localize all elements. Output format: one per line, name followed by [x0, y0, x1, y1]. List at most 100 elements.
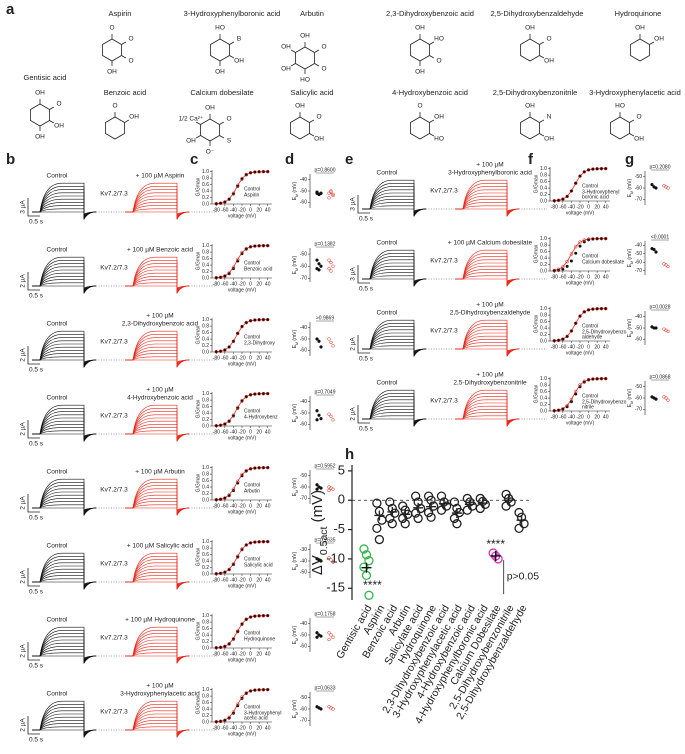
drug-point: [244, 468, 249, 473]
control-point: [257, 170, 261, 174]
axis-label: EM (mV): [627, 248, 634, 267]
x-axis-label: voltage (mV): [228, 731, 257, 737]
tick-label: -70: [635, 197, 642, 203]
label-main: E: [292, 640, 298, 644]
control-point: [561, 267, 565, 271]
drug-point: [603, 166, 608, 171]
control-point: [604, 167, 608, 171]
drug-point: [552, 268, 557, 273]
tick-label: -80: [551, 344, 558, 350]
atom-label: O: [112, 103, 117, 110]
drug-point: [257, 688, 261, 692]
mean-marker: [400, 509, 411, 520]
legend-drug: Aspirin: [244, 192, 260, 198]
tick-label: -40: [568, 204, 575, 210]
drug-em: [329, 340, 333, 345]
control-point: [219, 645, 223, 649]
time-scale: 0.5 s: [29, 737, 44, 744]
treatment-label: 3-Hydroxyphenylacetic acid: [120, 691, 200, 698]
control-label: Control: [47, 395, 69, 402]
tick-label: 0.0: [202, 201, 209, 207]
control-point: [582, 170, 586, 174]
tick-label: 20: [256, 207, 262, 213]
data-point: [488, 548, 498, 558]
tick-label: 1.0: [540, 236, 547, 242]
control-em: [315, 258, 319, 262]
label-sub: M: [295, 194, 299, 197]
drug-point: [244, 320, 249, 325]
label-main: E: [627, 403, 633, 407]
p-value: p=0.2080: [650, 164, 671, 170]
p-value: p=0.0868: [650, 374, 671, 380]
drug-point: [240, 621, 244, 626]
benzene-ring: [610, 116, 630, 140]
label-rest: (mV): [292, 477, 298, 490]
data-point: [361, 550, 372, 560]
tick-label: -20: [576, 204, 583, 210]
drug-point: [235, 331, 240, 336]
tick-label: -60: [221, 577, 228, 583]
control-em: [317, 339, 321, 343]
mean-marker: [451, 508, 462, 519]
tick-label: -50: [300, 188, 307, 194]
tick-label: 0.6: [540, 319, 547, 325]
drug-point: [214, 646, 219, 650]
control-point: [591, 237, 595, 241]
legend-drug: 2,3-Dihydroxy: [244, 340, 275, 346]
tick-label: 0.2: [202, 417, 209, 423]
benzene-ring: [410, 116, 430, 140]
drug-point: [235, 554, 240, 558]
tick-label: 0.2: [202, 639, 209, 645]
current-scale: 2 µA: [20, 644, 27, 658]
tick-label: 0.8: [202, 471, 209, 477]
atom-label: O: [57, 101, 62, 108]
control-point: [261, 170, 265, 174]
tick-label: -40: [568, 414, 575, 420]
tick-label: 0.8: [540, 312, 547, 318]
control-label: Control: [377, 380, 399, 387]
tick-label: -80: [551, 204, 558, 210]
control-point: [231, 339, 235, 343]
atom-label: OH: [634, 136, 644, 143]
compound-name: Gentisic acid: [24, 73, 67, 82]
atom-label: OH: [186, 138, 196, 145]
control-point: [266, 614, 270, 618]
label-sub: M: [295, 638, 299, 641]
tick-label: -60: [221, 725, 228, 731]
time-scale: 0.5 s: [359, 356, 374, 363]
y-axis-label: G/Gmax: [195, 621, 201, 640]
control-em: [317, 268, 321, 272]
label-main: E: [292, 714, 298, 718]
drug-point: [586, 168, 591, 172]
mean-marker: [413, 502, 424, 513]
control-point: [223, 348, 227, 352]
scale-bar: [27, 346, 40, 365]
control-point: [582, 310, 586, 314]
label-main: E: [292, 270, 298, 274]
legend-drug: aldehyde: [582, 334, 603, 340]
atom-label: OH: [295, 103, 305, 110]
data-point: [364, 590, 374, 600]
drug-point: [599, 376, 604, 381]
compound-name: Hydroquinone: [615, 9, 662, 18]
mean-marker: [477, 498, 488, 509]
tick-label: 20: [256, 725, 262, 731]
tick-label: -40: [230, 577, 237, 583]
label-sub: M: [630, 191, 634, 194]
current-trace: [125, 478, 190, 516]
annotation: p>0.05: [507, 570, 540, 582]
atom-label: OH: [314, 136, 324, 143]
drug-point: [261, 613, 266, 618]
current-scale: 3 µA: [350, 267, 357, 281]
current-trace: [455, 389, 520, 427]
channel-label: Kv7.2/7.3: [430, 188, 458, 195]
tick-label: 1.0: [202, 317, 209, 323]
axis-label: EM (mV): [292, 403, 299, 422]
tick-label: 0.4: [540, 395, 547, 401]
drug-point: [235, 629, 240, 633]
current-trace: [32, 552, 97, 590]
atom-label: 1/2 Ca²⁺: [179, 116, 204, 123]
label-rest: (mV): [292, 403, 298, 416]
control-point: [565, 405, 569, 409]
control-point: [249, 467, 253, 471]
